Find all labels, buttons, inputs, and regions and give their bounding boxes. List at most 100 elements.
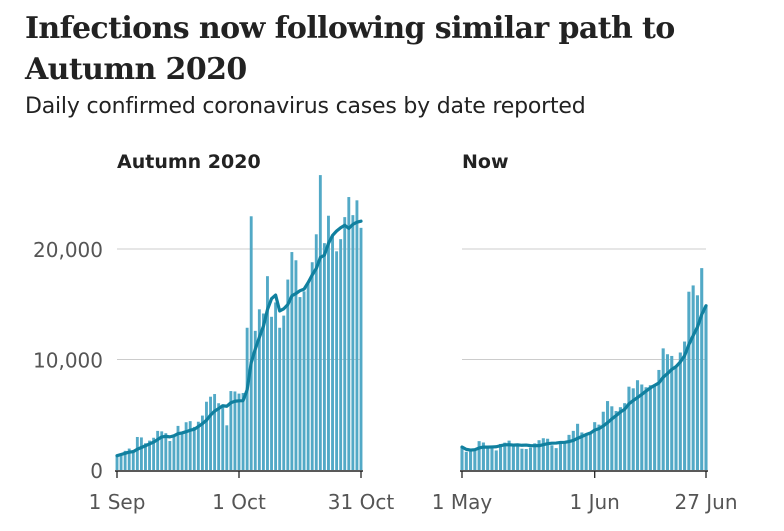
bar — [481, 442, 485, 470]
bar — [597, 424, 601, 470]
bar — [486, 447, 490, 470]
bar — [331, 235, 334, 470]
x-tick-label: 1 Jun — [570, 490, 620, 514]
bar — [520, 448, 524, 470]
bar — [469, 451, 473, 470]
bar — [683, 341, 687, 470]
bar — [119, 453, 123, 470]
bar — [640, 384, 644, 470]
bar — [657, 369, 661, 470]
average-line — [460, 304, 708, 452]
bar — [704, 305, 708, 470]
x-tick-label: 1 May — [432, 490, 493, 514]
chart-subtitle: Daily confirmed coronavirus cases by dat… — [25, 94, 586, 119]
bar — [196, 421, 200, 470]
bar — [674, 367, 678, 470]
bar — [503, 442, 507, 470]
bar — [576, 423, 580, 470]
bar — [635, 380, 640, 470]
bar — [233, 391, 237, 470]
bar — [498, 443, 503, 470]
bar — [460, 446, 464, 470]
bar — [225, 425, 229, 470]
bar — [253, 330, 257, 470]
bar — [511, 444, 515, 470]
bar — [213, 394, 217, 470]
bar — [335, 251, 339, 470]
bar — [691, 285, 695, 470]
bar — [164, 433, 168, 470]
bar — [229, 391, 233, 470]
bar — [123, 450, 127, 470]
bar — [192, 426, 196, 470]
bar — [217, 403, 221, 470]
bar — [563, 442, 567, 470]
bar — [282, 315, 286, 470]
bar — [152, 437, 156, 470]
y-tick-label: 10,000 — [33, 349, 103, 373]
bar — [127, 448, 131, 470]
panel-title-now: Now — [462, 151, 509, 173]
panel-autumn: 0 10,000 20,000 1 Sep 1 Oct 31 Oct — [33, 175, 394, 514]
average-line — [115, 219, 363, 458]
bar — [241, 393, 245, 470]
bar — [180, 432, 184, 470]
bar — [139, 437, 143, 470]
bar — [571, 430, 575, 470]
bar — [205, 401, 208, 470]
bar — [653, 385, 657, 470]
bar — [695, 295, 699, 470]
bar — [351, 215, 355, 470]
bar — [554, 448, 558, 470]
bar — [245, 327, 249, 470]
bar — [593, 422, 597, 470]
bar — [160, 431, 164, 470]
bar — [678, 352, 682, 470]
bar — [278, 327, 282, 470]
bar — [623, 403, 627, 470]
bar — [318, 175, 322, 470]
bar — [507, 440, 511, 470]
x-tick-label: 1 Oct — [212, 490, 266, 514]
bar — [477, 441, 481, 470]
bar — [601, 411, 605, 470]
bar — [135, 436, 139, 470]
bar — [347, 197, 351, 471]
bar — [339, 239, 343, 470]
bar — [627, 386, 631, 470]
bar — [286, 279, 290, 470]
bar — [614, 410, 618, 470]
bar — [610, 406, 614, 470]
bar — [257, 309, 261, 470]
bar — [464, 451, 468, 470]
bar — [546, 438, 550, 470]
bar — [687, 291, 691, 470]
bar — [606, 401, 610, 470]
bar — [261, 313, 265, 470]
bar — [670, 355, 674, 470]
bar — [298, 297, 302, 470]
x-tick-label: 1 Sep — [89, 490, 146, 514]
bar — [550, 445, 554, 470]
bar — [306, 282, 310, 470]
bar — [148, 440, 151, 470]
bar — [314, 234, 318, 470]
bar — [644, 387, 648, 470]
bar — [355, 200, 359, 470]
bar — [584, 434, 588, 470]
bar — [541, 438, 545, 470]
bar — [580, 432, 584, 470]
bar — [168, 441, 172, 470]
panel-now: 1 May 1 Jun 27 Jun — [432, 248, 738, 514]
bar — [274, 302, 278, 470]
x-tick-label: 27 Jun — [674, 490, 737, 514]
bar — [290, 252, 294, 470]
panel-title-autumn: Autumn 2020 — [117, 151, 261, 173]
bar — [322, 243, 326, 470]
bar — [184, 422, 188, 470]
bar — [209, 396, 212, 470]
y-tick-label: 20,000 — [33, 238, 103, 262]
bar — [494, 450, 498, 470]
bar — [176, 425, 180, 470]
